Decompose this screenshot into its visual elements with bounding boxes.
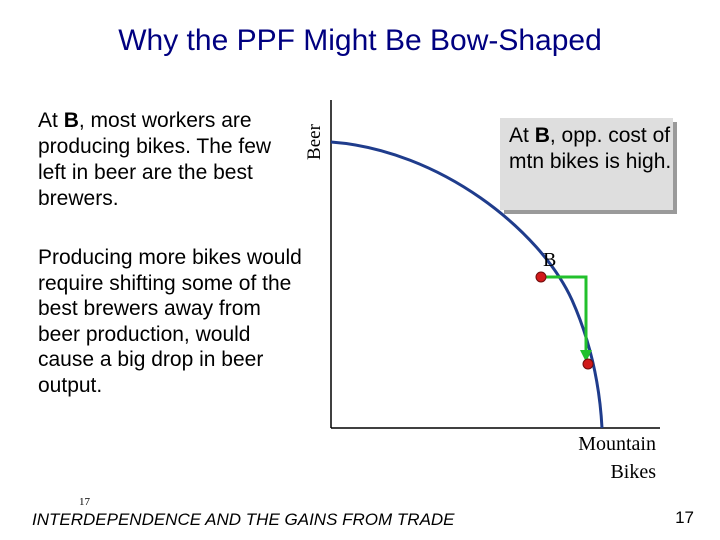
- paragraph-at-b-prefix: At: [38, 109, 64, 132]
- callout-point: B: [534, 124, 550, 147]
- paragraph-at-b-rest: , most workers are producing bikes. The …: [38, 109, 272, 210]
- opportunity-cost-callout: At B, opp. cost of mtn bikes is high.: [500, 118, 673, 210]
- callout-rest: , opp. cost of mtn bikes is high.: [509, 124, 672, 173]
- callout-prefix: At: [509, 124, 535, 147]
- y-axis-label: Beer: [304, 123, 325, 160]
- opportunity-cost-arrow: [541, 275, 588, 355]
- footer-small-number: 17: [79, 496, 90, 508]
- paragraph-producing-more-bikes: Producing more bikes would require shift…: [38, 246, 302, 397]
- slide-title: Why the PPF Might Be Bow-Shaped: [118, 24, 602, 57]
- point-b-label: B: [543, 249, 556, 271]
- point-after-shift: [582, 358, 594, 370]
- footer-course-title: INTERDEPENDENCE AND THE GAINS FROM TRADE: [32, 510, 455, 529]
- paragraph-at-b: At B, most workers are producing bikes. …: [38, 108, 298, 212]
- arrowhead-icon: [580, 350, 592, 362]
- paragraph-at-b-point: B: [63, 109, 79, 132]
- callout-text: At B, opp. cost of mtn bikes is high.: [500, 118, 673, 175]
- page-number: 17: [675, 508, 694, 527]
- point-b: [535, 271, 547, 283]
- x-axis-label-line2: Bikes: [610, 461, 656, 483]
- x-axis-label-line1: Mountain: [578, 433, 656, 455]
